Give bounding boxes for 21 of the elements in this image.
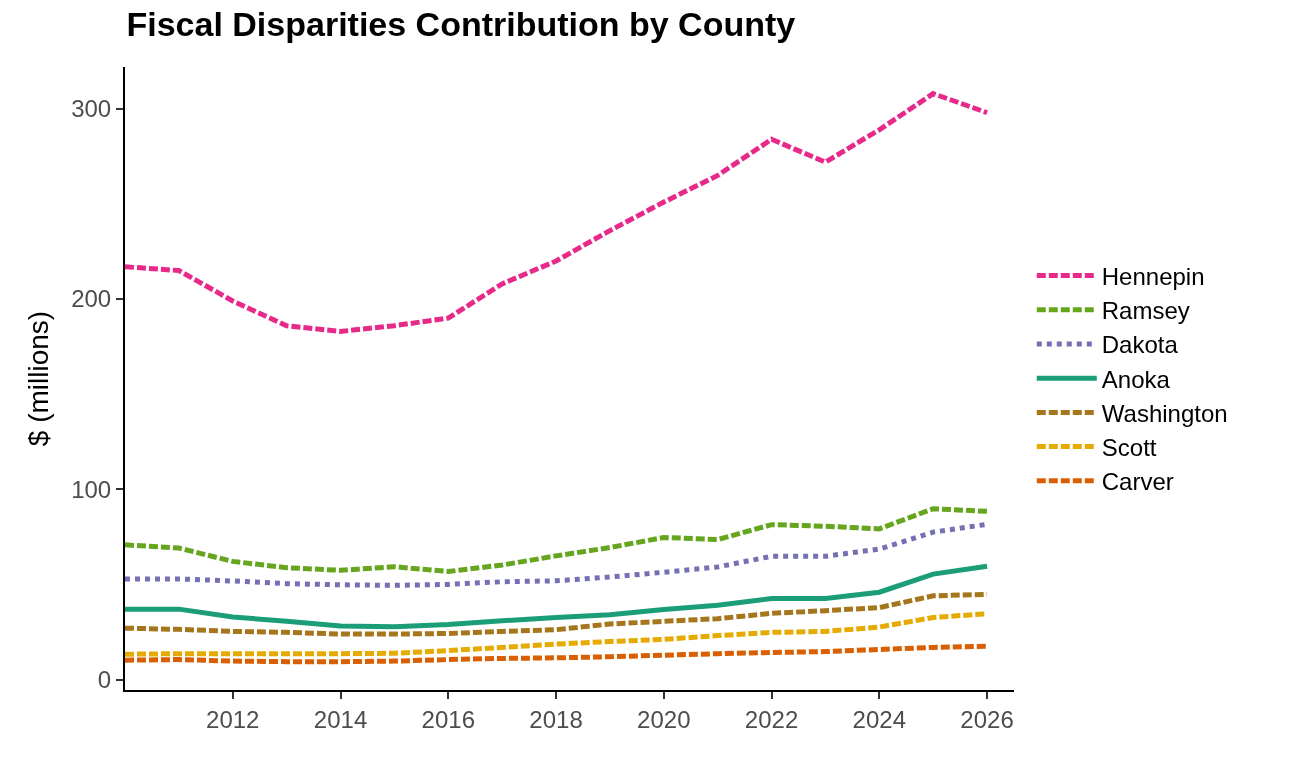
chart-title: Fiscal Disparities Contribution by County	[126, 4, 796, 43]
y-tick-label: 100	[71, 475, 112, 503]
x-tick-label: 2014	[313, 705, 368, 733]
legend-label: Hennepin	[1101, 262, 1205, 290]
x-tick-label: 2026	[960, 705, 1014, 733]
legend-label: Washington	[1101, 399, 1228, 427]
x-tick-label: 2018	[529, 705, 583, 733]
legend-label: Anoka	[1101, 365, 1171, 393]
y-tick-label: 200	[71, 285, 112, 313]
y-tick-label: 0	[97, 665, 112, 693]
legend-label: Dakota	[1101, 331, 1179, 359]
x-tick-label: 2016	[421, 705, 475, 733]
x-tick-label: 2012	[206, 705, 260, 733]
y-axis-title: $ (millions)	[23, 310, 55, 447]
x-tick-label: 2022	[744, 705, 799, 733]
x-tick-label: 2020	[637, 705, 691, 733]
y-tick-label: 300	[71, 95, 112, 123]
legend-label: Scott	[1101, 433, 1157, 461]
legend-label: Ramsey	[1101, 297, 1190, 325]
x-tick-label: 2024	[852, 705, 906, 733]
legend-label: Carver	[1101, 468, 1174, 496]
